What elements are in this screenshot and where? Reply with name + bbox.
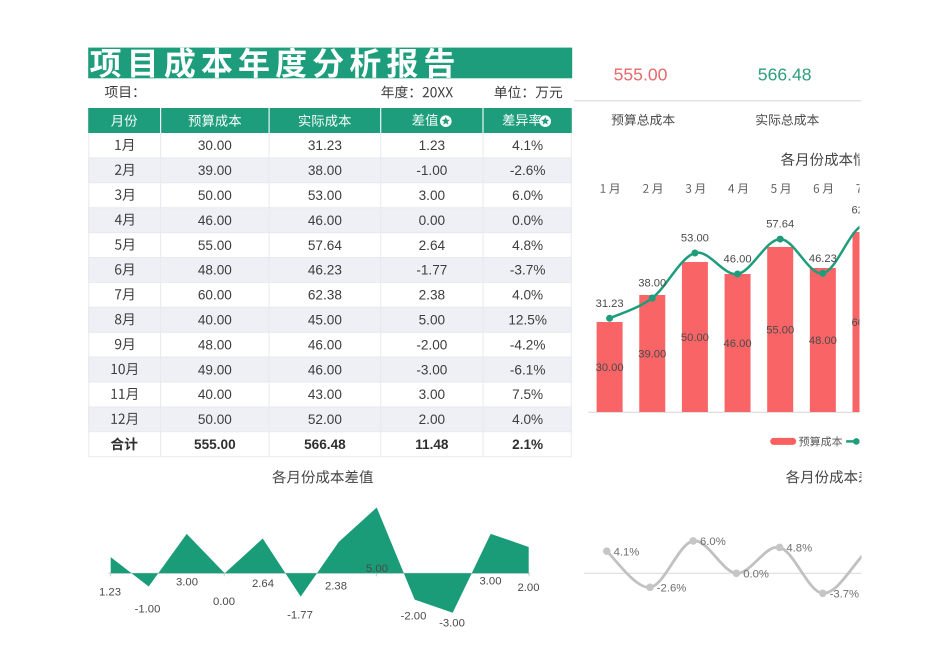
- svg-text:46.00: 46.00: [198, 213, 232, 228]
- svg-text:49.00: 49.00: [198, 362, 232, 377]
- svg-text:-1.00: -1.00: [135, 604, 161, 616]
- svg-text:57.64: 57.64: [766, 219, 794, 231]
- svg-text:5.00: 5.00: [366, 563, 388, 575]
- svg-text:4.0%: 4.0%: [873, 547, 899, 559]
- svg-text:12.5%: 12.5%: [508, 312, 547, 327]
- svg-text:38.00: 38.00: [308, 163, 342, 178]
- svg-text:46.00: 46.00: [308, 213, 342, 228]
- svg-text:-3.00: -3.00: [416, 362, 447, 377]
- svg-text:52.00: 52.00: [308, 412, 342, 427]
- svg-text:46.00: 46.00: [724, 254, 752, 266]
- svg-text:-3.7%: -3.7%: [830, 588, 860, 600]
- svg-text:4.8%: 4.8%: [512, 238, 543, 253]
- svg-text:-1.00: -1.00: [416, 163, 447, 178]
- svg-text:-2.6%: -2.6%: [510, 163, 546, 178]
- svg-text:3.00: 3.00: [419, 387, 446, 402]
- svg-text:6.0%: 6.0%: [700, 536, 726, 548]
- svg-text:39.00: 39.00: [638, 349, 666, 361]
- svg-text:0.0%: 0.0%: [512, 213, 543, 228]
- svg-text:11.48: 11.48: [415, 437, 449, 452]
- svg-text:-2.00: -2.00: [416, 337, 447, 352]
- svg-text:2.00: 2.00: [419, 412, 446, 427]
- svg-text:46.23: 46.23: [809, 253, 837, 265]
- svg-text:50.00: 50.00: [198, 188, 232, 203]
- svg-text:39.00: 39.00: [198, 163, 232, 178]
- svg-text:46.00: 46.00: [308, 362, 342, 377]
- svg-text:-3.7%: -3.7%: [510, 263, 546, 278]
- svg-text:-1.77: -1.77: [416, 263, 447, 278]
- svg-text:0.00: 0.00: [419, 213, 446, 228]
- svg-text:57.64: 57.64: [308, 238, 342, 253]
- svg-text:60.00: 60.00: [852, 317, 880, 329]
- svg-text:3.00: 3.00: [176, 577, 198, 589]
- svg-text:-3.00: -3.00: [439, 617, 465, 629]
- svg-text:40.00: 40.00: [198, 312, 232, 327]
- svg-text:3.00: 3.00: [480, 576, 502, 588]
- svg-text:0.0%: 0.0%: [743, 568, 769, 580]
- svg-text:43.00: 43.00: [308, 387, 342, 402]
- svg-text:5.00: 5.00: [419, 312, 446, 327]
- svg-text:48.00: 48.00: [198, 263, 232, 278]
- svg-text:2.38: 2.38: [419, 288, 445, 303]
- svg-text:40.00: 40.00: [198, 387, 232, 402]
- svg-text:7.5%: 7.5%: [512, 387, 543, 402]
- svg-text:4.1%: 4.1%: [512, 138, 543, 153]
- svg-text:50.00: 50.00: [681, 332, 709, 344]
- svg-text:31.23: 31.23: [308, 138, 342, 153]
- svg-text:2.64: 2.64: [252, 578, 274, 590]
- svg-text:-6.1%: -6.1%: [510, 362, 546, 377]
- svg-text:566.48: 566.48: [304, 437, 346, 452]
- svg-text:46.23: 46.23: [308, 263, 342, 278]
- svg-text:46.00: 46.00: [308, 337, 342, 352]
- svg-text:4.0%: 4.0%: [512, 412, 543, 427]
- svg-text:53.00: 53.00: [308, 188, 342, 203]
- svg-text:46.00: 46.00: [724, 338, 752, 350]
- svg-text:-2.6%: -2.6%: [657, 582, 687, 594]
- svg-text:4.8%: 4.8%: [786, 542, 812, 554]
- svg-text:555.00: 555.00: [194, 437, 236, 452]
- svg-text:4.1%: 4.1%: [614, 546, 640, 558]
- svg-text:0.00: 0.00: [213, 596, 235, 608]
- svg-text:50.00: 50.00: [198, 412, 232, 427]
- svg-text:53.00: 53.00: [681, 233, 709, 245]
- svg-text:55.00: 55.00: [766, 325, 794, 337]
- svg-text:60.00: 60.00: [198, 288, 232, 303]
- svg-text:3.00: 3.00: [419, 188, 446, 203]
- svg-text:45.00: 45.00: [308, 312, 342, 327]
- svg-text:30.00: 30.00: [596, 362, 624, 374]
- svg-text:-2.00: -2.00: [401, 610, 427, 622]
- svg-text:2.64: 2.64: [419, 238, 446, 253]
- svg-text:2.1%: 2.1%: [512, 437, 543, 452]
- svg-text:38.00: 38.00: [638, 278, 666, 290]
- svg-text:2.38: 2.38: [325, 581, 347, 593]
- svg-text:31.23: 31.23: [596, 298, 624, 310]
- svg-text:2.00: 2.00: [518, 582, 540, 594]
- svg-text:4.0%: 4.0%: [512, 288, 543, 303]
- svg-text:-4.2%: -4.2%: [510, 337, 546, 352]
- svg-text:-1.77: -1.77: [287, 610, 313, 622]
- svg-text:30.00: 30.00: [198, 138, 232, 153]
- svg-text:48.00: 48.00: [809, 335, 837, 347]
- svg-text:566.48: 566.48: [758, 64, 812, 84]
- svg-text:6.0%: 6.0%: [512, 188, 543, 203]
- svg-text:1.23: 1.23: [419, 138, 445, 153]
- svg-text:62.38: 62.38: [308, 288, 342, 303]
- svg-text:62.38: 62.38: [852, 204, 880, 216]
- svg-text:555.00: 555.00: [614, 64, 668, 84]
- svg-text:55.00: 55.00: [198, 238, 232, 253]
- svg-text:48.00: 48.00: [198, 337, 232, 352]
- svg-text:1.23: 1.23: [99, 587, 121, 599]
